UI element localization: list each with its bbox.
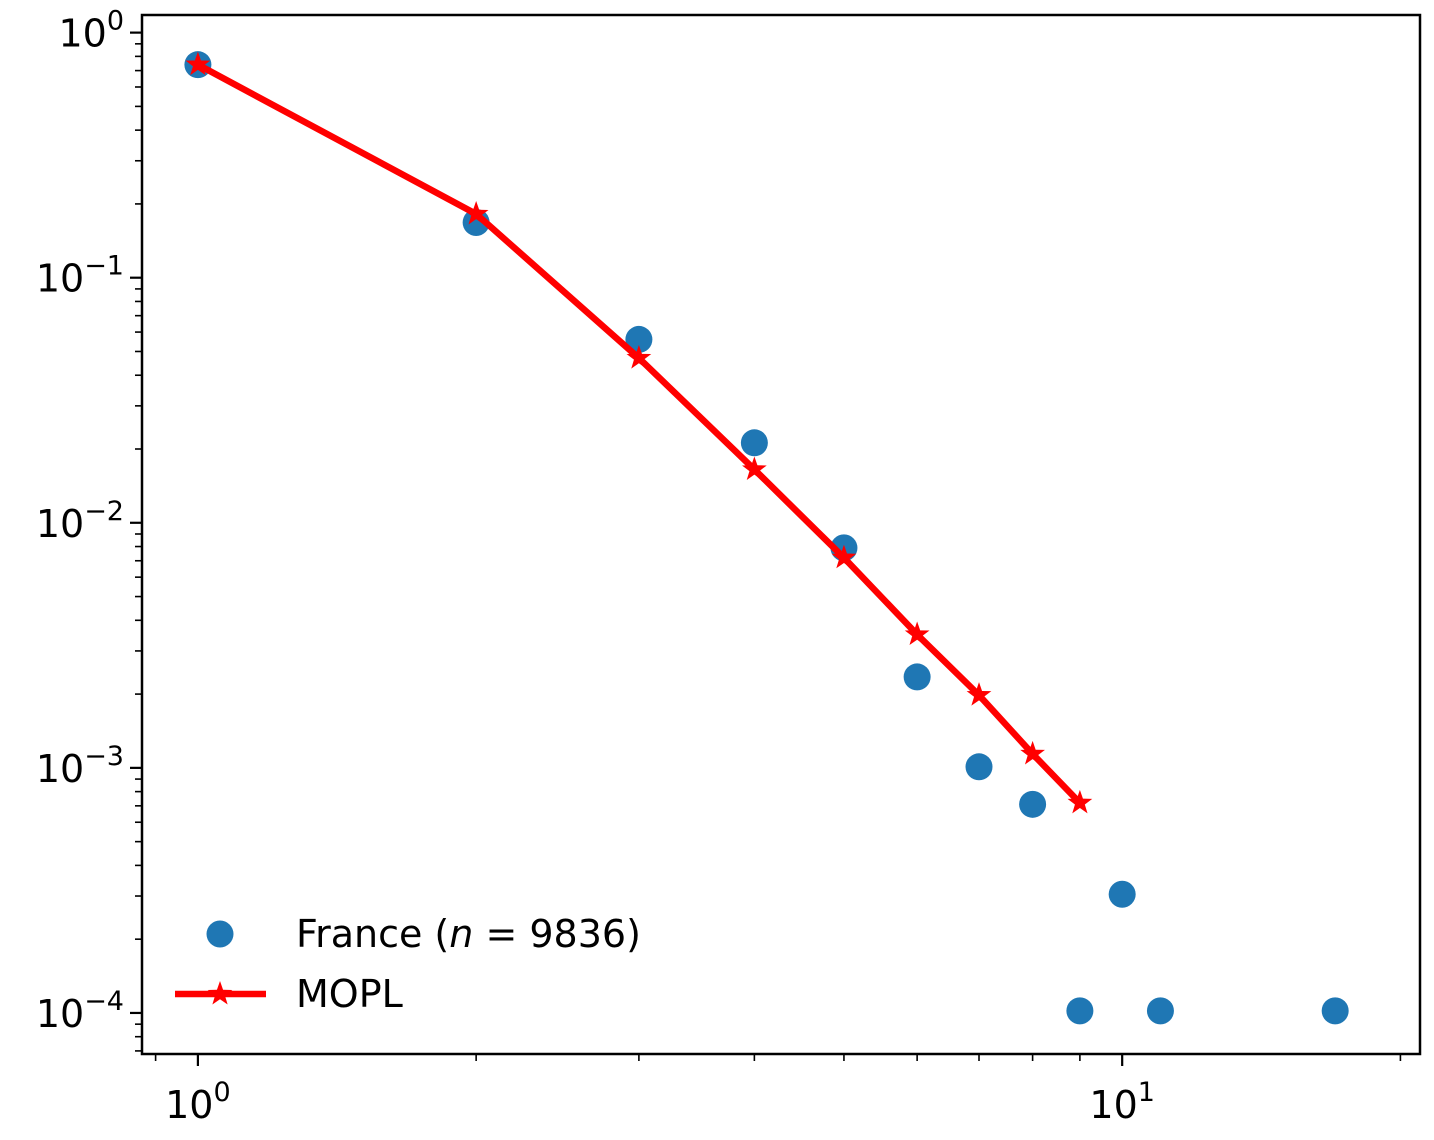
y-tick-exponent: −4 [84,986,124,1017]
plot-frame [140,13,1422,1056]
mopl-star-marker [185,51,211,76]
legend-label-france-prefix: France ( [296,912,449,956]
france-data-point [1146,997,1174,1025]
legend-label-france-suffix: = 9836) [473,912,641,956]
y-tick-exponent: −2 [84,496,124,527]
y-tick-exponent: −3 [84,741,124,772]
mopl-star-marker [1067,789,1093,814]
x-tick-exponent: 1 [1138,1077,1155,1108]
y-tick-label: 10−3 [36,741,124,791]
y-tick-exponent: −1 [84,251,124,282]
legend-marker-mopl [207,981,233,1005]
legend-marker-france [206,920,234,948]
mopl-star-marker [904,621,930,646]
mopl-star-marker [742,456,767,480]
legend: France (n = 9836) MOPL [175,912,641,1016]
x-tick-exponent: 0 [213,1077,230,1108]
legend-label-france-italic: n [449,912,473,956]
mopl-star-marker [966,682,992,706]
mopl-line [196,61,1083,806]
y-tick-base: 10 [36,747,84,791]
y-tick-label: 10−2 [36,496,124,546]
mopl-star-marker [626,345,652,369]
france-data-point [1019,790,1047,818]
france-data-point [625,325,653,353]
legend-label-mopl: MOPL [296,972,403,1016]
mopl-star-marker [1020,740,1045,765]
x-tick-label: 101 [1089,1077,1155,1127]
y-tick-label: 10−4 [36,986,124,1036]
mopl-star-marker [463,200,489,225]
france-data-point [740,429,768,457]
france-data-point [1321,997,1349,1025]
x-tick-base: 10 [1089,1083,1137,1127]
france-data-point [1108,880,1136,908]
y-tick-base: 10 [36,257,84,301]
y-tick-label: 10−1 [36,251,124,301]
x-tick-label: 100 [165,1077,231,1127]
major-ticks [130,31,1124,1066]
y-tick-label: 100 [58,6,124,56]
france-data-point [1066,997,1094,1025]
y-tick-base: 10 [36,502,84,546]
y-tick-exponent: 0 [107,6,124,37]
legend-label-france: France (n = 9836) [296,912,641,956]
series-layer [184,51,1349,1025]
minor-ticks [135,43,1402,1061]
y-tick-base: 10 [58,12,106,56]
mopl-star-marker [831,544,857,569]
x-tick-base: 10 [165,1083,213,1127]
france-data-point [965,753,993,781]
y-tick-base: 10 [36,992,84,1036]
france-data-point [903,663,931,691]
